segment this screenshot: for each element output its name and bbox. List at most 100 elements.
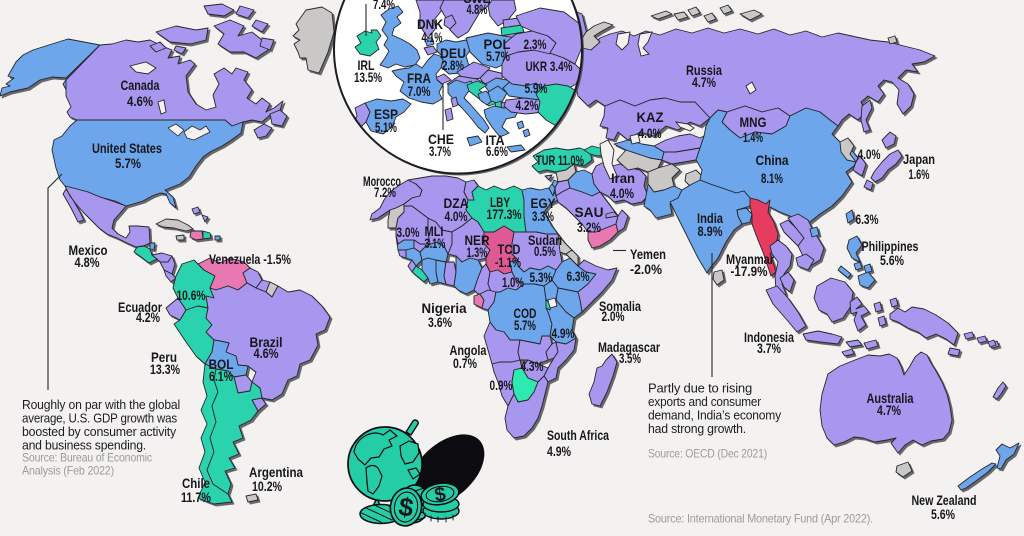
- svg-text:South Africa: South Africa: [547, 427, 609, 443]
- svg-text:COD: COD: [514, 305, 537, 321]
- svg-text:0.9%: 0.9%: [490, 377, 513, 393]
- svg-text:IRL: IRL: [358, 57, 375, 73]
- svg-text:had strong growth.: had strong growth.: [648, 421, 746, 436]
- svg-text:3.1%: 3.1%: [425, 235, 446, 251]
- svg-text:POL: POL: [484, 36, 511, 52]
- svg-text:-1.1%: -1.1%: [495, 254, 521, 270]
- svg-text:4.0%: 4.0%: [639, 125, 662, 141]
- svg-text:10.6%: 10.6%: [177, 287, 206, 303]
- svg-text:Indonesia: Indonesia: [744, 329, 794, 345]
- svg-text:Roughly on par with the global: Roughly on par with the global: [22, 397, 180, 412]
- svg-text:DEU: DEU: [440, 45, 466, 61]
- svg-text:DNK: DNK: [417, 16, 443, 32]
- svg-text:UKR 3.4%: UKR 3.4%: [526, 58, 573, 74]
- svg-text:India: India: [697, 210, 723, 226]
- svg-text:5.7%: 5.7%: [514, 317, 536, 333]
- svg-text:8.9%: 8.9%: [698, 223, 723, 239]
- svg-text:BOL: BOL: [209, 356, 234, 372]
- svg-text:Source: International Monetary: Source: International Monetary Fund (Apr…: [648, 512, 873, 526]
- svg-text:3.0%: 3.0%: [397, 224, 420, 240]
- svg-text:4.3%: 4.3%: [521, 358, 544, 374]
- svg-text:4.0%: 4.0%: [610, 185, 634, 201]
- svg-text:EGY: EGY: [531, 195, 557, 211]
- svg-text:2.0%: 2.0%: [602, 308, 625, 324]
- svg-text:177.3%: 177.3%: [487, 206, 522, 222]
- svg-text:2.8%: 2.8%: [442, 57, 464, 73]
- svg-text:6.6%: 6.6%: [486, 143, 508, 159]
- svg-text:Source: OECD (Dec 2021): Source: OECD (Dec 2021): [648, 447, 767, 461]
- svg-text:ITA: ITA: [486, 132, 505, 148]
- svg-text:Chile: Chile: [182, 475, 210, 491]
- svg-text:6.3%: 6.3%: [567, 268, 590, 284]
- svg-text:FRA: FRA: [407, 70, 431, 86]
- svg-text:TCD: TCD: [498, 241, 521, 257]
- svg-text:5.3%: 5.3%: [530, 269, 553, 285]
- svg-text:Brazil: Brazil: [250, 334, 283, 350]
- svg-text:5.7%: 5.7%: [486, 48, 510, 64]
- svg-text:SAU: SAU: [575, 204, 604, 220]
- svg-text:Somalia: Somalia: [599, 298, 641, 314]
- svg-text:DZA: DZA: [444, 195, 469, 211]
- svg-text:Iran: Iran: [611, 170, 635, 186]
- svg-text:Japan: Japan: [903, 151, 935, 167]
- svg-text:KAZ: KAZ: [637, 109, 664, 125]
- svg-text:7.4%: 7.4%: [373, 0, 395, 12]
- svg-text:MLI: MLI: [425, 223, 444, 239]
- svg-text:$: $: [433, 483, 447, 506]
- svg-text:4.7%: 4.7%: [692, 74, 716, 90]
- svg-text:3.5%: 3.5%: [619, 350, 641, 366]
- svg-text:demand, India’s economy: demand, India’s economy: [648, 408, 782, 423]
- svg-text:2.3%: 2.3%: [524, 36, 547, 52]
- svg-text:7.2%: 7.2%: [374, 184, 396, 200]
- svg-text:boosted by consumer activity: boosted by consumer activity: [22, 424, 177, 439]
- svg-text:Analysis (Feb 2022): Analysis (Feb 2022): [22, 464, 114, 478]
- svg-text:Myanmar: Myanmar: [726, 251, 774, 267]
- svg-text:4.7%: 4.7%: [877, 402, 901, 418]
- svg-text:exports and consumer: exports and consumer: [648, 394, 762, 409]
- svg-text:13.3%: 13.3%: [150, 361, 180, 377]
- svg-text:Morocco: Morocco: [363, 173, 401, 189]
- svg-text:5.9%: 5.9%: [525, 80, 548, 96]
- svg-text:TUR 11.0%: TUR 11.0%: [536, 152, 584, 168]
- svg-text:Australia: Australia: [867, 390, 914, 406]
- svg-text:Argentina: Argentina: [249, 464, 303, 480]
- svg-text:CHE: CHE: [428, 131, 454, 147]
- svg-text:MNG: MNG: [740, 114, 767, 130]
- svg-text:6.3%: 6.3%: [856, 211, 879, 227]
- svg-text:4.9%: 4.9%: [547, 443, 571, 459]
- svg-text:4.6%: 4.6%: [127, 93, 153, 109]
- svg-text:4.6%: 4.6%: [254, 345, 279, 361]
- svg-text:1.3%: 1.3%: [467, 244, 488, 260]
- svg-text:LBY: LBY: [490, 194, 510, 210]
- svg-text:ESP: ESP: [374, 106, 398, 122]
- svg-text:4.8%: 4.8%: [75, 254, 100, 270]
- svg-text:and business spending.: and business spending.: [22, 438, 146, 453]
- svg-text:3.6%: 3.6%: [428, 314, 452, 330]
- svg-text:4.0%: 4.0%: [858, 146, 881, 162]
- svg-text:Angola: Angola: [450, 342, 487, 358]
- svg-text:11.7%: 11.7%: [181, 489, 211, 505]
- svg-text:4.9%: 4.9%: [552, 325, 575, 341]
- svg-text:Ecuador: Ecuador: [118, 299, 162, 315]
- svg-text:4.0%: 4.0%: [445, 208, 468, 224]
- svg-text:Madagascar: Madagascar: [598, 339, 660, 355]
- svg-text:NER: NER: [465, 232, 490, 248]
- svg-text:-17.9%: -17.9%: [731, 263, 768, 279]
- svg-text:China: China: [756, 152, 789, 168]
- svg-text:3.7%: 3.7%: [757, 340, 781, 356]
- svg-text:Nigeria: Nigeria: [422, 300, 467, 316]
- svg-text:5.7%: 5.7%: [115, 155, 141, 171]
- svg-text:SWE: SWE: [464, 0, 491, 6]
- svg-text:$: $: [397, 491, 417, 523]
- svg-text:4.8%: 4.8%: [467, 1, 488, 17]
- svg-text:1.4%: 1.4%: [743, 129, 763, 145]
- svg-text:7.0%: 7.0%: [408, 83, 431, 99]
- svg-text:5.6%: 5.6%: [880, 252, 904, 268]
- svg-text:3.7%: 3.7%: [429, 143, 451, 159]
- svg-text:0.7%: 0.7%: [453, 355, 477, 371]
- svg-text:Source: Bureau of Economic: Source: Bureau of Economic: [22, 451, 152, 465]
- svg-text:Philippines: Philippines: [862, 238, 919, 254]
- svg-text:4.2%: 4.2%: [136, 309, 160, 325]
- svg-text:Peru: Peru: [151, 349, 177, 365]
- svg-text:1.6%: 1.6%: [909, 166, 930, 182]
